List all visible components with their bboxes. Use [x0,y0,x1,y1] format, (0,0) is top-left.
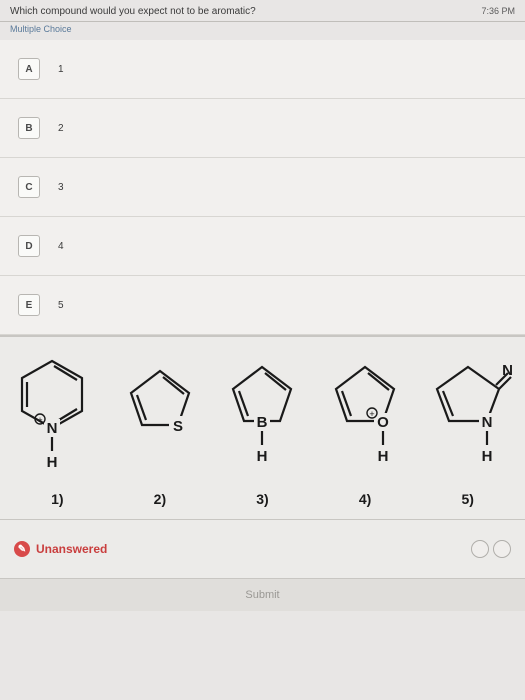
structure-label: 5) [461,491,473,507]
status-badge: ✎ Unanswered [14,541,107,557]
option-letter: B [18,117,40,139]
option-letter: E [18,294,40,316]
option-num: 1 [58,64,64,75]
structure-5: N N H 5) [416,353,519,507]
option-letter: D [18,235,40,257]
svg-text:S: S [173,418,183,435]
svg-text:H: H [47,454,58,471]
header: Which compound would you expect not to b… [0,0,525,22]
alert-icon: ✎ [14,541,30,557]
option-num: 4 [58,241,64,252]
svg-text:N: N [481,414,492,431]
option-row[interactable]: C 3 [0,158,525,217]
svg-text:B: B [257,414,268,431]
option-row[interactable]: D 4 [0,217,525,276]
structure-label: 3) [256,491,268,507]
option-num: 3 [58,182,64,193]
structure-label: 4) [359,491,371,507]
structure-4: O + H 4) [314,353,417,507]
svg-text:+: + [38,415,43,425]
options-list: A 1 B 2 C 3 D 4 E 5 [0,40,525,335]
status-text: Unanswered [36,542,107,556]
svg-text:+: + [369,409,374,419]
mc-label: Multiple Choice [0,22,525,40]
svg-text:H: H [378,448,389,465]
footer: ✎ Unanswered [0,520,525,578]
time-label: 7:36 PM [481,6,515,16]
svg-text:N: N [47,420,58,437]
svg-text:O: O [377,414,389,431]
structures-row: N + H 1) S 2) [0,335,525,520]
submit-button[interactable]: Submit [0,578,525,611]
svg-text:H: H [257,448,268,465]
next-button[interactable] [493,540,511,558]
option-letter: C [18,176,40,198]
option-num: 5 [58,300,64,311]
structure-1: N + H 1) [6,353,109,507]
option-row[interactable]: A 1 [0,40,525,99]
option-num: 2 [58,123,64,134]
structure-3: B H 3) [211,353,314,507]
structure-label: 2) [154,491,166,507]
option-row[interactable]: E 5 [0,276,525,335]
option-row[interactable]: B 2 [0,99,525,158]
structure-label: 1) [51,491,63,507]
question-text: Which compound would you expect not to b… [10,6,256,17]
structure-2: S 2) [109,353,212,507]
svg-text:N: N [502,362,513,379]
nav-controls [471,540,511,558]
prev-button[interactable] [471,540,489,558]
svg-text:H: H [481,448,492,465]
option-letter: A [18,58,40,80]
